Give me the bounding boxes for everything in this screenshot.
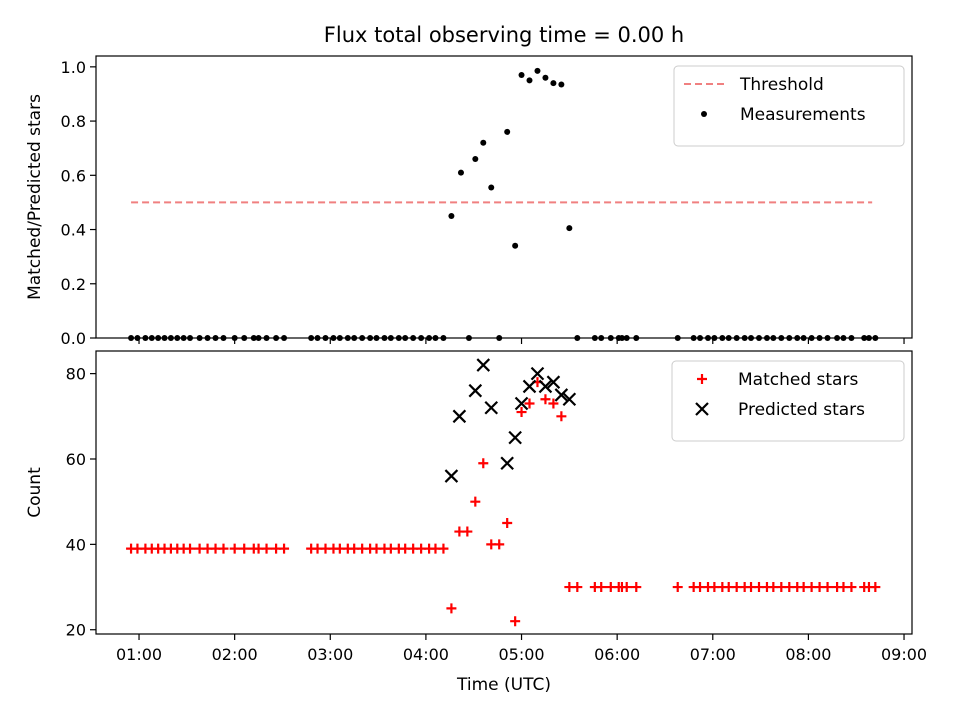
data-point <box>229 543 240 554</box>
legend-marker <box>697 374 707 384</box>
data-point <box>261 543 272 554</box>
chart-title: Flux total observing time = 0.00 h <box>324 23 684 47</box>
data-point <box>462 526 473 537</box>
data-point <box>562 392 577 407</box>
data-point <box>870 582 881 593</box>
legend-box <box>673 65 905 147</box>
data-point <box>530 366 545 381</box>
y-tick-label: 0.6 <box>61 166 86 185</box>
series-matched-stars <box>126 377 881 627</box>
data-point <box>534 67 541 74</box>
data-point <box>631 582 642 593</box>
x-tick-label: 09:00 <box>881 645 927 664</box>
data-point <box>542 74 549 81</box>
legend: Threshold Measurements <box>673 65 905 147</box>
x-tick-label: 04:00 <box>403 645 449 664</box>
x-tick-label: 01:00 <box>116 645 162 664</box>
legend-marker <box>701 111 707 117</box>
y-tick-label: 20 <box>66 621 86 640</box>
data-point <box>566 225 573 232</box>
data-point <box>500 456 514 471</box>
x-tick-label: 06:00 <box>594 645 640 664</box>
y-tick-label: 0.0 <box>61 329 86 348</box>
data-point <box>512 242 519 249</box>
data-point <box>480 139 487 146</box>
data-point <box>468 383 483 398</box>
y-tick-label: 40 <box>66 535 86 554</box>
data-point <box>538 379 553 394</box>
data-point <box>510 616 521 627</box>
data-point <box>504 128 511 135</box>
data-point <box>484 400 499 415</box>
data-point <box>478 458 489 469</box>
data-point <box>548 398 559 409</box>
data-point <box>457 169 464 176</box>
data-point <box>516 407 527 418</box>
series-predicted-stars <box>444 358 577 483</box>
panel-1: Flux total observing time = 0.00 h Matche… <box>25 23 913 348</box>
data-point <box>540 394 551 405</box>
data-point <box>526 77 533 84</box>
data-point <box>572 582 583 593</box>
data-point <box>596 582 607 593</box>
plot-frame <box>95 55 913 339</box>
data-point <box>472 156 479 163</box>
data-point <box>554 388 569 402</box>
data-point <box>546 375 561 389</box>
data-point <box>522 379 537 394</box>
legend: Matched stars Predicted stars <box>671 360 905 442</box>
data-point <box>239 543 250 554</box>
panel-2: Count 20 40 60 80 01:00 02:00 03:00 04:00 05:00 06… <box>25 350 927 695</box>
data-point <box>488 184 495 191</box>
data-point <box>558 81 565 88</box>
data-point <box>621 582 632 593</box>
legend-label: Predicted stars <box>738 400 865 420</box>
data-point <box>508 430 522 445</box>
data-point <box>452 409 467 424</box>
y-axis-label: Count <box>25 467 45 518</box>
data-point <box>279 543 290 554</box>
data-point <box>524 398 535 409</box>
data-point <box>470 496 481 507</box>
legend-label: Matched stars <box>738 370 858 390</box>
data-point <box>556 411 567 422</box>
data-point <box>218 543 229 554</box>
legend-label: Measurements <box>740 105 866 125</box>
legend-label: Threshold <box>739 75 824 95</box>
plot-frame <box>95 350 913 635</box>
legend-box <box>671 360 905 442</box>
x-tick-label: 08:00 <box>785 645 831 664</box>
data-point <box>846 582 857 593</box>
data-point <box>444 469 459 483</box>
data-point <box>476 358 491 372</box>
data-point <box>448 212 455 219</box>
x-axis-label: Time (UTC) <box>456 675 551 695</box>
data-point <box>185 543 196 554</box>
x-tick-label: 03:00 <box>307 645 353 664</box>
x-tick-label: 02:00 <box>212 645 258 664</box>
legend-marker <box>695 402 709 416</box>
y-axis-label: Matched/Predicted stars <box>25 94 45 300</box>
y-tick-label: 80 <box>66 365 86 384</box>
y-tick-label: 0.8 <box>61 112 86 131</box>
data-point <box>502 518 513 529</box>
data-point <box>438 543 449 554</box>
y-tick-label: 0.2 <box>61 275 86 294</box>
data-point <box>446 603 457 614</box>
data-point <box>514 396 529 411</box>
data-point <box>550 80 557 87</box>
data-point <box>494 539 505 550</box>
y-tick-label: 1.0 <box>61 58 86 77</box>
y-tick-label: 0.4 <box>61 221 86 240</box>
x-tick-label: 05:00 <box>498 645 544 664</box>
data-point <box>822 582 833 593</box>
data-point <box>672 582 683 593</box>
data-point <box>518 71 525 78</box>
y-tick-label: 60 <box>66 450 86 469</box>
x-tick-label: 07:00 <box>690 645 736 664</box>
